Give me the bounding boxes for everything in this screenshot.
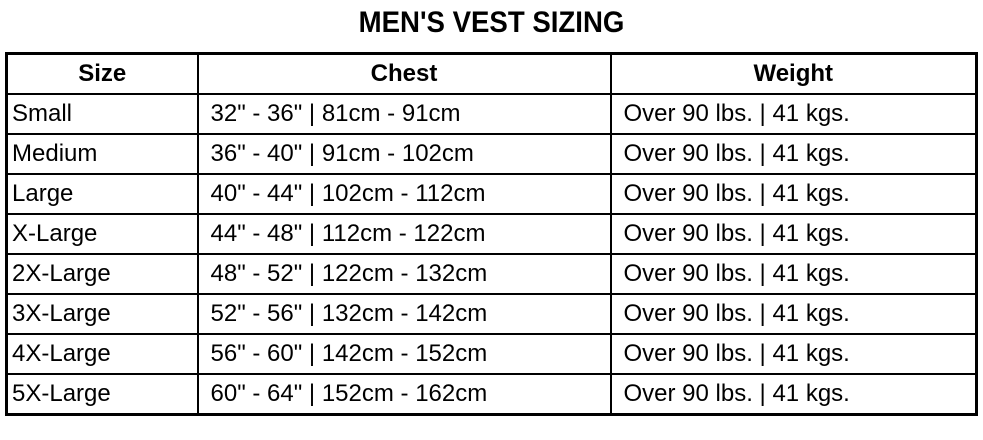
chest-cell: 56" - 60" | 142cm - 152cm — [196, 333, 612, 375]
size-cell: 3X-Large — [5, 293, 199, 335]
chest-cell: 40" - 44" | 102cm - 112cm — [196, 173, 612, 215]
size-cell: Medium — [5, 133, 199, 175]
sizing-table: Size Chest Weight Small 32" - 36" | 81cm … — [5, 52, 978, 416]
table-row: X-Large 44" - 48" | 112cm - 122cm Over 90 … — [5, 213, 978, 255]
table-row: 5X-Large 60" - 64" | 152cm - 162cm Over 90… — [5, 373, 978, 416]
table-row: 3X-Large 52" - 56" | 132cm - 142cm Over 90… — [5, 293, 978, 335]
header-size: Size — [5, 52, 199, 95]
weight-cell: Over 90 lbs. | 41 kgs. — [609, 253, 978, 295]
page-title: MEN'S VEST SIZING — [358, 6, 625, 39]
table-header-row: Size Chest Weight — [5, 52, 978, 95]
table-row: 4X-Large 56" - 60" | 142cm - 152cm Over 90… — [5, 333, 978, 375]
table-row: 2X-Large 48" - 52" | 122cm - 132cm Over 90… — [5, 253, 978, 295]
size-cell: 2X-Large — [5, 253, 199, 295]
chest-cell: 60" - 64" | 152cm - 162cm — [196, 373, 612, 416]
chest-cell: 48" - 52" | 122cm - 132cm — [196, 253, 612, 295]
size-cell: 5X-Large — [5, 373, 199, 416]
size-cell: X-Large — [5, 213, 199, 255]
weight-cell: Over 90 lbs. | 41 kgs. — [609, 333, 978, 375]
weight-cell: Over 90 lbs. | 41 kgs. — [609, 133, 978, 175]
table-row: Medium 36" - 40" | 91cm - 102cm Over 90 lb… — [5, 133, 978, 175]
size-cell: Large — [5, 173, 199, 215]
table-row: Small 32" - 36" | 81cm - 91cm Over 90 lbs.… — [5, 93, 978, 135]
header-weight: Weight — [609, 52, 978, 95]
chest-cell: 44" - 48" | 112cm - 122cm — [196, 213, 612, 255]
chest-cell: 52" - 56" | 132cm - 142cm — [196, 293, 612, 335]
weight-cell: Over 90 lbs. | 41 kgs. — [609, 293, 978, 335]
size-cell: Small — [5, 93, 199, 135]
size-cell: 4X-Large — [5, 333, 199, 375]
table-row: Large 40" - 44" | 102cm - 112cm Over 90 lb… — [5, 173, 978, 215]
weight-cell: Over 90 lbs. | 41 kgs. — [609, 93, 978, 135]
header-chest: Chest — [196, 52, 612, 95]
chest-cell: 32" - 36" | 81cm - 91cm — [196, 93, 612, 135]
weight-cell: Over 90 lbs. | 41 kgs. — [609, 173, 978, 215]
weight-cell: Over 90 lbs. | 41 kgs. — [609, 213, 978, 255]
weight-cell: Over 90 lbs. | 41 kgs. — [609, 373, 978, 416]
chest-cell: 36" - 40" | 91cm - 102cm — [196, 133, 612, 175]
